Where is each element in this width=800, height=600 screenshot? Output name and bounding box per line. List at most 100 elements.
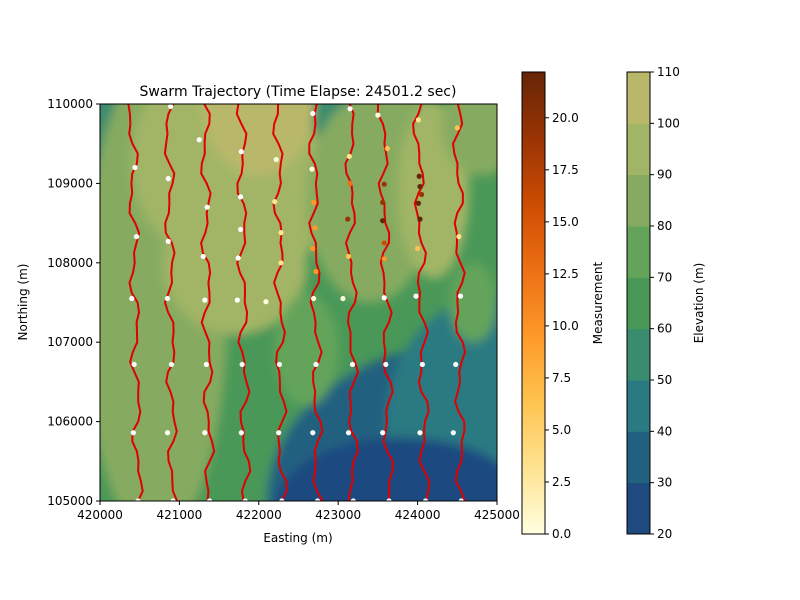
data-point	[345, 216, 351, 222]
measurement-colorbar-tick-label: 20.0	[552, 111, 579, 125]
elevation-colorbar-band	[627, 226, 650, 278]
y-tick-label: 106000	[47, 415, 93, 429]
data-point	[168, 361, 175, 368]
data-point	[165, 176, 171, 182]
data-point	[383, 361, 389, 368]
measurement-points	[129, 104, 464, 501]
data-point	[239, 361, 245, 368]
elevation-colorbar-band	[627, 277, 650, 330]
data-point	[242, 498, 248, 501]
data-point	[380, 430, 386, 436]
measurement-colorbar-tick-label: 10.0	[552, 319, 579, 333]
data-point	[415, 245, 421, 252]
elevation-colorbar-band	[627, 123, 650, 176]
elevation-colorbar-frame	[626, 71, 651, 535]
data-point	[206, 498, 213, 501]
data-point	[415, 117, 421, 123]
y-tick-label: 110000	[47, 97, 93, 111]
data-point	[450, 430, 456, 436]
data-point	[417, 430, 423, 436]
y-axis: 105000 106000 107000 108000 109000 110000	[47, 97, 100, 508]
data-point	[386, 498, 392, 501]
data-point	[350, 498, 356, 501]
measurement-colorbar: 0.0 2.5 5.0 7.5 10.0 12.5 15.0 17.5 20.0	[521, 71, 579, 541]
elevation-colorbar-tick-label: 80	[657, 219, 672, 233]
data-point	[237, 194, 244, 200]
terrain-blob	[163, 191, 307, 335]
data-point	[234, 297, 240, 303]
data-point	[131, 361, 137, 368]
data-point	[164, 430, 171, 436]
data-point	[276, 361, 283, 368]
data-point	[133, 233, 140, 240]
data-point	[170, 498, 176, 501]
data-point	[132, 164, 138, 171]
data-point	[416, 173, 422, 179]
data-point	[456, 233, 462, 240]
trajectory-lines	[127, 104, 467, 501]
trajectory-4	[235, 104, 252, 501]
elevation-map	[100, 104, 497, 501]
elevation-colorbar-band	[627, 431, 650, 484]
data-point	[164, 295, 171, 302]
data-point	[457, 293, 464, 299]
elevation-colorbar-tick-label: 60	[657, 322, 672, 336]
data-point	[310, 245, 316, 252]
data-point	[204, 204, 210, 210]
data-point	[235, 255, 241, 261]
plot-area: 420000 421000 422000 423000 424000 425000 105…	[47, 97, 520, 522]
data-point	[314, 498, 321, 501]
x-tick-label: 423000	[315, 508, 361, 522]
y-tick-label: 105000	[47, 494, 93, 508]
data-point	[347, 106, 353, 112]
measurement-colorbar-gradient	[522, 72, 545, 534]
data-point	[310, 199, 317, 206]
x-axis-label: Easting (m)	[263, 531, 332, 545]
data-point	[129, 295, 135, 302]
elevation-colorbar-tick-label: 40	[657, 424, 672, 438]
data-point	[381, 181, 387, 187]
data-point	[200, 253, 206, 260]
elevation-colorbar-band	[627, 482, 650, 535]
measurement-colorbar-tick-label: 7.5	[552, 371, 571, 385]
measurement-colorbar-label: Measurement	[591, 262, 605, 345]
terrain-blob	[275, 437, 497, 501]
data-point	[313, 268, 319, 275]
data-point	[238, 430, 244, 436]
data-point	[130, 430, 136, 436]
data-point	[310, 110, 316, 117]
data-point	[340, 295, 346, 302]
data-point	[238, 149, 244, 155]
data-point	[203, 361, 209, 368]
elevation-colorbar-tick-label: 90	[657, 168, 672, 182]
data-point	[415, 200, 421, 206]
data-point	[310, 430, 316, 436]
data-point	[458, 498, 464, 501]
elevation-colorbar-tick-label: 20	[657, 527, 672, 541]
data-point	[381, 240, 387, 246]
elevation-colorbar-band	[627, 380, 650, 432]
data-point	[312, 225, 318, 231]
x-axis: 420000 421000 422000 423000 424000 425000	[77, 501, 520, 522]
elevation-colorbar-band	[627, 72, 650, 124]
data-point	[135, 498, 141, 501]
measurement-colorbar-tick-label: 15.0	[552, 215, 579, 229]
trajectory-2	[163, 104, 179, 501]
data-point	[413, 293, 419, 299]
data-point	[346, 153, 352, 160]
chart-title: Swarm Trajectory (Time Elapse: 24501.2 s…	[140, 84, 457, 100]
trajectory-8	[376, 104, 394, 501]
elevation-colorbar-tick-label: 70	[657, 270, 672, 284]
measurement-colorbar-tick-label: 17.5	[552, 163, 579, 177]
measurement-colorbar-tick-label: 0.0	[552, 527, 571, 541]
data-point	[313, 361, 319, 368]
plot-frame	[99, 103, 498, 502]
trajectory-10	[451, 104, 467, 501]
measurement-colorbar-tick-label: 2.5	[552, 475, 571, 489]
data-point	[419, 361, 425, 368]
data-point	[345, 253, 352, 260]
y-tick-label: 107000	[47, 335, 93, 349]
y-axis-label: Northing (m)	[16, 264, 30, 341]
data-point	[202, 297, 208, 303]
measurement-colorbar-tick-label: 12.5	[552, 267, 579, 281]
